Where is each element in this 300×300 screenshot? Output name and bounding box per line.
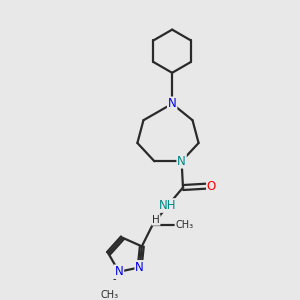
Text: CH₃: CH₃ (175, 220, 194, 230)
Text: NH: NH (159, 199, 176, 212)
Text: N: N (115, 265, 123, 278)
Text: O: O (207, 180, 216, 193)
Text: N: N (177, 155, 186, 168)
Text: N: N (135, 261, 144, 274)
Text: N: N (168, 97, 176, 110)
Text: H: H (152, 215, 160, 225)
Text: CH₃: CH₃ (100, 290, 118, 300)
